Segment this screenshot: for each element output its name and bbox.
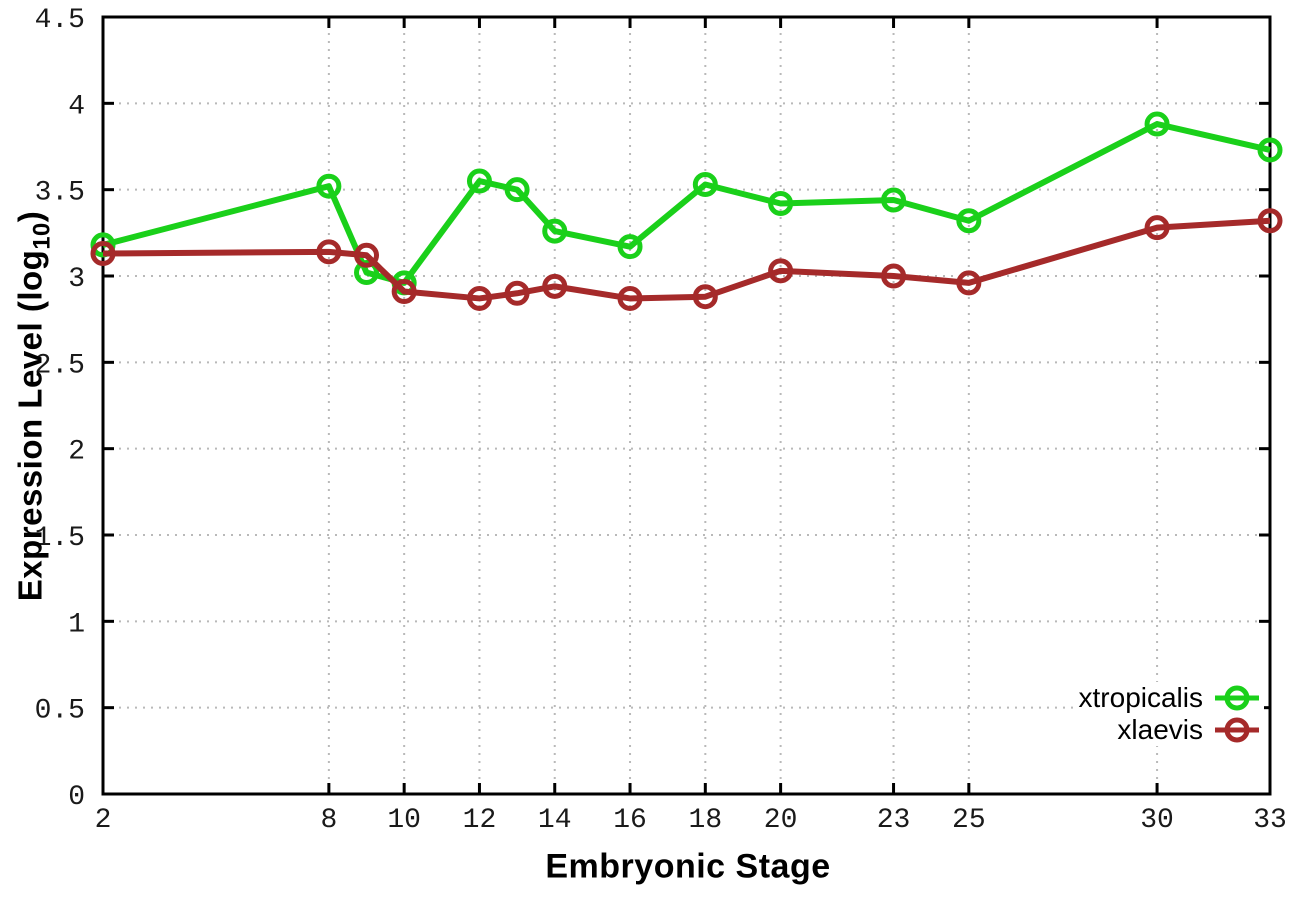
svg-text:4: 4 (68, 91, 85, 122)
legend-item-xlaevis: xlaevis (1079, 714, 1260, 745)
legend-marker-circle-icon (1215, 685, 1259, 711)
svg-text:10: 10 (387, 805, 421, 836)
x-axis-title: Embryonic Stage (545, 847, 831, 886)
svg-text:2.5: 2.5 (35, 350, 85, 381)
svg-text:4.5: 4.5 (35, 5, 85, 36)
svg-text:23: 23 (877, 805, 911, 836)
svg-text:3: 3 (68, 264, 85, 295)
svg-text:1.5: 1.5 (35, 523, 85, 554)
y-axis-title-close: ) (11, 210, 49, 223)
svg-text:2: 2 (95, 805, 112, 836)
svg-text:8: 8 (320, 805, 337, 836)
svg-text:0.5: 0.5 (35, 696, 85, 727)
svg-text:3.5: 3.5 (35, 178, 85, 209)
svg-text:1: 1 (68, 609, 85, 640)
svg-text:0: 0 (68, 782, 85, 813)
y-axis-title-text: Expression Level (log (11, 249, 49, 602)
legend-label-xlaevis: xlaevis (1117, 714, 1203, 745)
svg-text:18: 18 (689, 805, 723, 836)
svg-text:14: 14 (538, 805, 572, 836)
svg-text:16: 16 (613, 805, 647, 836)
svg-text:2: 2 (68, 437, 85, 468)
svg-text:30: 30 (1140, 805, 1174, 836)
svg-text:20: 20 (764, 805, 798, 836)
y-axis-title: Expression Level (log10) (12, 211, 57, 602)
svg-text:33: 33 (1253, 805, 1287, 836)
svg-text:12: 12 (463, 805, 497, 836)
legend-marker-circle-icon (1215, 717, 1259, 743)
svg-text:25: 25 (952, 805, 986, 836)
legend-item-xtropicalis: xtropicalis (1078, 682, 1260, 713)
legend: xtropicalis xlaevis (1074, 682, 1264, 746)
legend-label-xtropicalis: xtropicalis (1078, 682, 1203, 713)
y-axis-title-subscript: 10 (28, 222, 56, 250)
